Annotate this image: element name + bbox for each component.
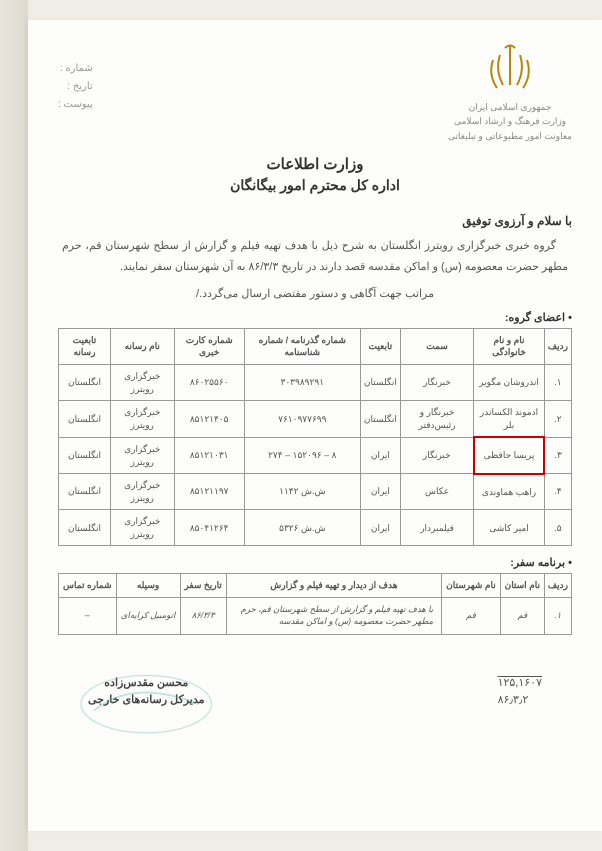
letterhead-left: شماره : تاریخ : پیوست :	[58, 40, 93, 114]
table-cell: ۸۵۱۲۱۰۳۱	[174, 437, 244, 473]
ref1: ۱۲۵,۱۶۰۷	[498, 675, 542, 693]
signature-block: محسن مقدس‌زاده مدیرکل رسانه‌های خارجی	[88, 675, 205, 710]
table-cell: خبرنگار و رئیس‌دفتر	[400, 401, 473, 438]
table-cell: ش.ش ۵۳۲۶	[244, 510, 360, 546]
table-cell: خبرگزاری رویترز	[110, 437, 174, 473]
trip-date: ۸۶/۳/۳	[180, 598, 226, 635]
table-cell: انگلستان	[59, 437, 111, 473]
th-media: نام رسانه	[110, 328, 174, 364]
table-row: ۱.اندروشان مگویرخبرنگارانگلستان۳۰۳۹۸۹۲۹۱…	[59, 365, 572, 401]
trip-city: قم	[442, 598, 501, 635]
trip-table: ردیف نام استان نام شهرستان هدف از دیدار …	[58, 573, 572, 634]
trip-province: قم	[500, 598, 544, 635]
trip-vehicle: اتومبیل کرایه‌ای	[116, 598, 180, 635]
country-name: جمهوری اسلامی ایران	[448, 100, 572, 114]
number-label: شماره :	[58, 60, 93, 78]
trip-section-label: • برنامه سفر:	[58, 556, 572, 569]
trip-purpose: با هدف تهیه فیلم و گزارش از سطح شهرستان …	[226, 598, 441, 635]
table-cell: انگلستان	[59, 365, 111, 401]
th-province: نام استان	[500, 574, 544, 598]
ref2: ۸۶٫۳٫۲	[498, 692, 542, 710]
th-role: سمت	[400, 328, 473, 364]
table-row: ۳.پریسا حافظیخبرنگارایران۸ – ۱۵۲۰۹۶ – ۲۷…	[59, 437, 572, 473]
table-cell: خبرگزاری رویترز	[110, 510, 174, 546]
table-cell: ایران	[360, 510, 400, 546]
table-cell: انگلستان	[59, 510, 111, 546]
table-cell: ۸۵۱۲۱۱۹۷	[174, 474, 244, 510]
table-cell: ۸۵۱۲۱۴۰۵	[174, 401, 244, 438]
table-cell: ایران	[360, 437, 400, 473]
th-press: شماره کارت خبری	[174, 328, 244, 364]
table-cell: ایران	[360, 474, 400, 510]
table-row: ۴.راهب هماوندیعکاسایرانش.ش ۱۱۴۲۸۵۱۲۱۱۹۷خ…	[59, 474, 572, 510]
table-cell: اندروشان مگویر	[474, 365, 545, 401]
table-row: ۵.امیر کاشیفیلمبردارایرانش.ش ۵۳۲۶۸۵۰۴۱۲۶…	[59, 510, 572, 546]
table-cell: ادموند الکساندر بلر	[474, 401, 545, 438]
table-cell: ۵.	[544, 510, 571, 546]
th-purpose: هدف از دیدار و تهیه فیلم و گزارش	[226, 574, 441, 598]
table-cell: ۳.	[544, 437, 571, 473]
reference-numbers: ۱۲۵,۱۶۰۷ ۸۶٫۳٫۲	[498, 675, 542, 710]
table-cell: ۷۶۱۰۹۷۷۶۹۹	[244, 401, 360, 438]
table-cell: ۴.	[544, 474, 571, 510]
table-cell: عکاس	[400, 474, 473, 510]
trip-n: ۱.	[544, 598, 571, 635]
table-cell: ش.ش ۱۱۴۲	[244, 474, 360, 510]
iran-emblem-icon	[485, 40, 535, 95]
greeting: با سلام و آرزوی توفیق	[58, 214, 572, 228]
table-cell: ۱.	[544, 365, 571, 401]
table-cell: ۸۵۰۴۱۲۶۴	[174, 510, 244, 546]
table-cell: خبرنگار	[400, 365, 473, 401]
table-cell: انگلستان	[59, 401, 111, 438]
members-table: ردیف نام و نام خانوادگی سمت تابعیت شماره…	[58, 328, 572, 547]
th-date: تاریخ سفر	[180, 574, 226, 598]
table-row: ۲.ادموند الکساندر بلرخبرنگار و رئیس‌دفتر…	[59, 401, 572, 438]
th-row: ردیف	[544, 328, 571, 364]
table-cell: خبرگزاری رویترز	[110, 474, 174, 510]
table-cell: پریسا حافظی	[474, 437, 545, 473]
attach-label: پیوست :	[58, 96, 93, 114]
table-cell: انگلستان	[59, 474, 111, 510]
trip-contact: –	[59, 598, 117, 635]
th-name: نام و نام خانوادگی	[474, 328, 545, 364]
table-cell: ۸۶۰۲۵۵۶۰	[174, 365, 244, 401]
th-pass: شماره گذرنامه / شماره شناسنامه	[244, 328, 360, 364]
date-label: تاریخ :	[58, 78, 93, 96]
th-contact: شماره تماس	[59, 574, 117, 598]
table-cell: ۸ – ۱۵۲۰۹۶ – ۲۷۴	[244, 437, 360, 473]
ministry-name: وزارت فرهنگ و ارشاد اسلامی	[448, 114, 572, 128]
table-cell: فیلمبردار	[400, 510, 473, 546]
recipient-org: وزارت اطلاعات	[58, 155, 572, 173]
th-mnat: تابعیت رسانه	[59, 328, 111, 364]
body-para-2: مراتب جهت آگاهی و دستور مقتضی ارسال می‌گ…	[58, 284, 572, 305]
signature-stamp-icon	[68, 665, 225, 743]
table-cell: خبرنگار	[400, 437, 473, 473]
table-cell: انگلستان	[360, 365, 400, 401]
th-nat: تابعیت	[360, 328, 400, 364]
members-section-label: • اعضای گروه:	[58, 311, 572, 324]
table-cell: ۲.	[544, 401, 571, 438]
dept-name: معاونت امور مطبوعاتی و تبلیغاتی	[448, 129, 572, 143]
table-cell: امیر کاشی	[474, 510, 545, 546]
body-para-1: گروه خبری خبرگزاری رویترز انگلستان به شر…	[58, 236, 572, 278]
recipient-dept: اداره کل محترم امور بیگانگان	[58, 177, 572, 194]
th-city: نام شهرستان	[442, 574, 501, 598]
table-cell: انگلستان	[360, 401, 400, 438]
th-trip-row: ردیف	[544, 574, 571, 598]
table-cell: راهب هماوندی	[474, 474, 545, 510]
letterhead-right: جمهوری اسلامی ایران وزارت فرهنگ و ارشاد …	[448, 40, 572, 143]
table-cell: خبرگزاری رویترز	[110, 401, 174, 438]
table-cell: ۳۰۳۹۸۹۲۹۱	[244, 365, 360, 401]
th-vehicle: وسیله	[116, 574, 180, 598]
table-cell: خبرگزاری رویترز	[110, 365, 174, 401]
trip-row: ۱. قم قم با هدف تهیه فیلم و گزارش از سطح…	[59, 598, 572, 635]
